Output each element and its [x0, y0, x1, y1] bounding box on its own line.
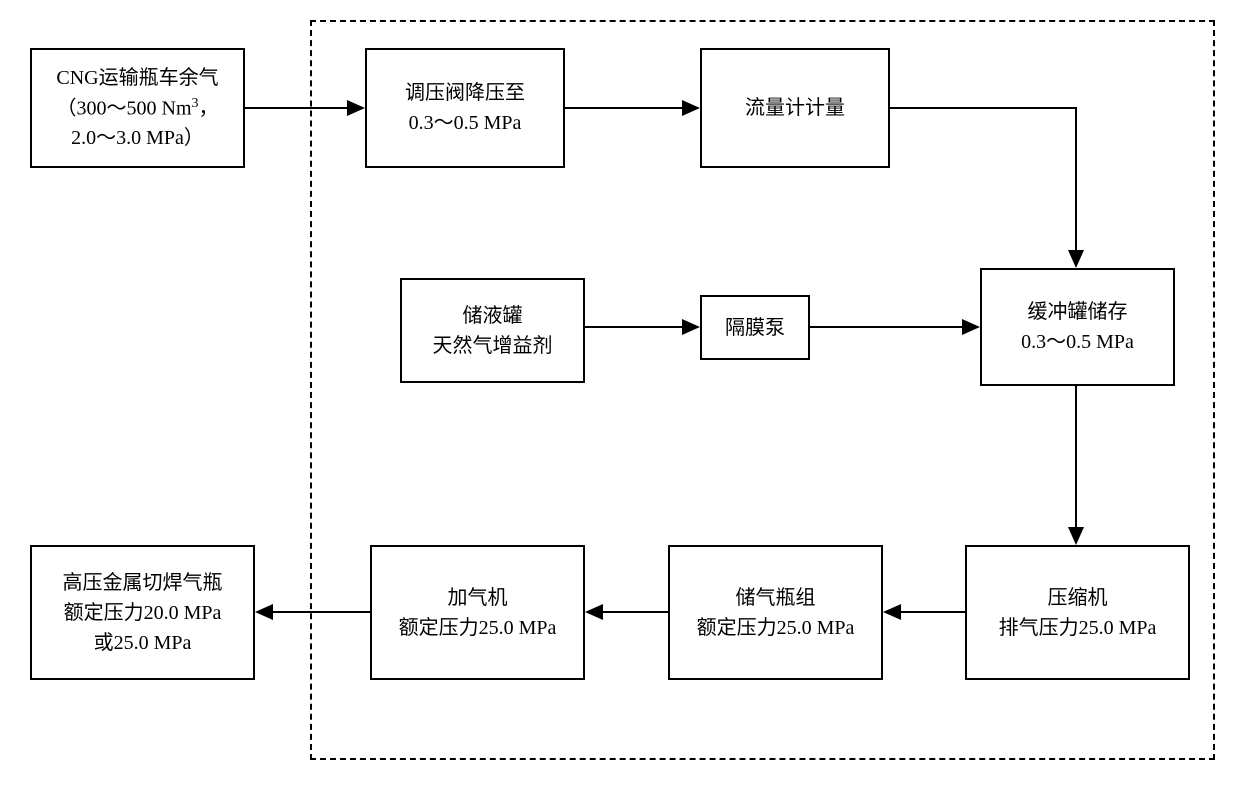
node-line: 天然气增益剂	[433, 331, 553, 361]
node-line: 0.3～0.5 MPa	[409, 108, 522, 138]
edge-n3-n6-head	[1068, 250, 1084, 268]
node-line: 排气压力25.0 MPa	[999, 613, 1157, 643]
node-compressor: 压缩机 排气压力25.0 MPa	[965, 545, 1190, 680]
edge-n5-n6-head	[962, 319, 980, 335]
edge-n9-n10-head	[255, 604, 273, 620]
node-cylinder-group: 储气瓶组 额定压力25.0 MPa	[668, 545, 883, 680]
node-line: 或25.0 MPa	[94, 628, 192, 658]
node-line: CNG运输瓶车余气	[56, 63, 218, 93]
edge-n1-n2	[245, 107, 347, 109]
node-line: 2.0～3.0 MPa）	[71, 123, 204, 153]
node-dispenser: 加气机 额定压力25.0 MPa	[370, 545, 585, 680]
edge-n2-n3	[565, 107, 682, 109]
node-line: 0.3～0.5 MPa	[1021, 327, 1134, 357]
node-flowmeter: 流量计计量	[700, 48, 890, 168]
node-line: 隔膜泵	[725, 313, 785, 343]
edge-n8-n9	[603, 611, 668, 613]
node-line: 加气机	[448, 583, 508, 613]
node-line: （300～500 Nm3，	[57, 93, 219, 124]
edge-n3-n6-v	[1075, 107, 1077, 250]
edge-n5-n6	[810, 326, 962, 328]
node-line: 缓冲罐储存	[1028, 297, 1128, 327]
node-line: 高压金属切焊气瓶	[63, 568, 223, 598]
edge-n6-n7	[1075, 386, 1077, 527]
node-liquid-tank: 储液罐 天然气增益剂	[400, 278, 585, 383]
node-buffer-tank: 缓冲罐储存 0.3～0.5 MPa	[980, 268, 1175, 386]
edge-n7-n8-head	[883, 604, 901, 620]
edge-n9-n10	[273, 611, 370, 613]
edge-n7-n8	[901, 611, 965, 613]
edge-n6-n7-head	[1068, 527, 1084, 545]
node-line: 额定压力25.0 MPa	[399, 613, 557, 643]
node-line: 压缩机	[1048, 583, 1108, 613]
flowchart-canvas: CNG运输瓶车余气 （300～500 Nm3， 2.0～3.0 MPa） 调压阀…	[0, 0, 1240, 799]
edge-n8-n9-head	[585, 604, 603, 620]
edge-n2-n3-head	[682, 100, 700, 116]
node-hp-cylinder: 高压金属切焊气瓶 额定压力20.0 MPa 或25.0 MPa	[30, 545, 255, 680]
node-pressure-reduce: 调压阀降压至 0.3～0.5 MPa	[365, 48, 565, 168]
edge-n1-n2-head	[347, 100, 365, 116]
node-diaphragm-pump: 隔膜泵	[700, 295, 810, 360]
edge-n4-n5	[585, 326, 682, 328]
node-line: 流量计计量	[745, 93, 845, 123]
edge-n3-n6-h	[890, 107, 1077, 109]
node-line: 储液罐	[463, 301, 523, 331]
node-line: 额定压力20.0 MPa	[64, 598, 222, 628]
node-line: 额定压力25.0 MPa	[697, 613, 855, 643]
node-line: 储气瓶组	[736, 583, 816, 613]
node-cng-source: CNG运输瓶车余气 （300～500 Nm3， 2.0～3.0 MPa）	[30, 48, 245, 168]
node-line: 调压阀降压至	[405, 78, 525, 108]
edge-n4-n5-head	[682, 319, 700, 335]
